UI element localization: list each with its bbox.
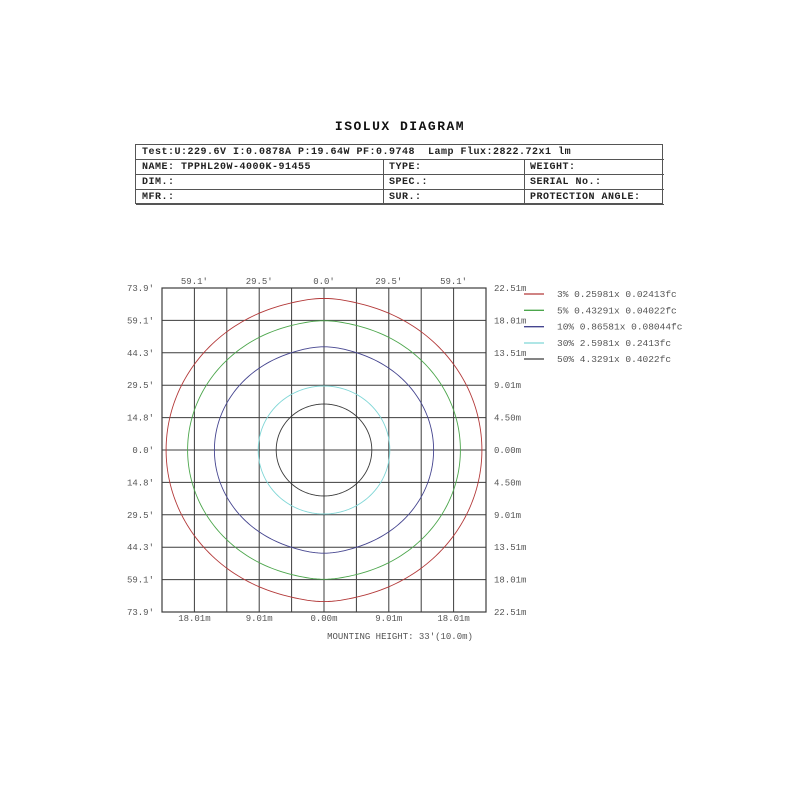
svg-text:29.5': 29.5' <box>127 381 154 391</box>
svg-text:5% 0.43291x 0.04022fc: 5% 0.43291x 0.04022fc <box>557 305 677 316</box>
svg-text:50% 4.3291x 0.4022fc: 50% 4.3291x 0.4022fc <box>557 354 671 365</box>
svg-text:9.01m: 9.01m <box>494 511 521 521</box>
svg-text:9.01m: 9.01m <box>246 614 273 624</box>
svg-text:18.01m: 18.01m <box>494 576 526 586</box>
svg-text:0.00m: 0.00m <box>494 446 521 456</box>
svg-text:22.51m: 22.51m <box>494 284 526 294</box>
svg-text:9.01m: 9.01m <box>494 381 521 391</box>
svg-text:0.0': 0.0' <box>132 446 154 456</box>
svg-text:9.01m: 9.01m <box>375 614 402 624</box>
svg-text:73.9': 73.9' <box>127 608 154 618</box>
svg-text:59.1': 59.1' <box>440 277 467 287</box>
svg-text:29.5': 29.5' <box>127 511 154 521</box>
svg-text:44.3': 44.3' <box>127 349 154 359</box>
svg-text:0.0': 0.0' <box>313 277 335 287</box>
svg-text:18.01m: 18.01m <box>437 614 469 624</box>
svg-text:30% 2.5981x 0.2413fc: 30% 2.5981x 0.2413fc <box>557 338 671 349</box>
svg-text:0.00m: 0.00m <box>310 614 337 624</box>
svg-text:59.1': 59.1' <box>127 576 154 586</box>
svg-text:13.51m: 13.51m <box>494 543 526 553</box>
svg-text:22.51m: 22.51m <box>494 608 526 618</box>
svg-text:18.01m: 18.01m <box>178 614 210 624</box>
svg-text:29.5': 29.5' <box>375 277 402 287</box>
svg-text:14.8': 14.8' <box>127 414 154 424</box>
svg-text:18.01m: 18.01m <box>494 316 526 326</box>
svg-text:4.50m: 4.50m <box>494 414 521 424</box>
svg-text:73.9': 73.9' <box>127 284 154 294</box>
svg-text:13.51m: 13.51m <box>494 349 526 359</box>
svg-text:59.1': 59.1' <box>127 316 154 326</box>
svg-text:4.50m: 4.50m <box>494 478 521 488</box>
svg-text:59.1': 59.1' <box>181 277 208 287</box>
svg-text:44.3': 44.3' <box>127 543 154 553</box>
svg-text:14.8': 14.8' <box>127 478 154 488</box>
svg-text:10% 0.86581x 0.08044fc: 10% 0.86581x 0.08044fc <box>557 322 683 333</box>
svg-text:3% 0.25981x 0.02413fc: 3% 0.25981x 0.02413fc <box>557 289 677 300</box>
svg-text:MOUNTING HEIGHT: 33'(10.0m): MOUNTING HEIGHT: 33'(10.0m) <box>327 632 473 642</box>
svg-text:29.5': 29.5' <box>246 277 273 287</box>
